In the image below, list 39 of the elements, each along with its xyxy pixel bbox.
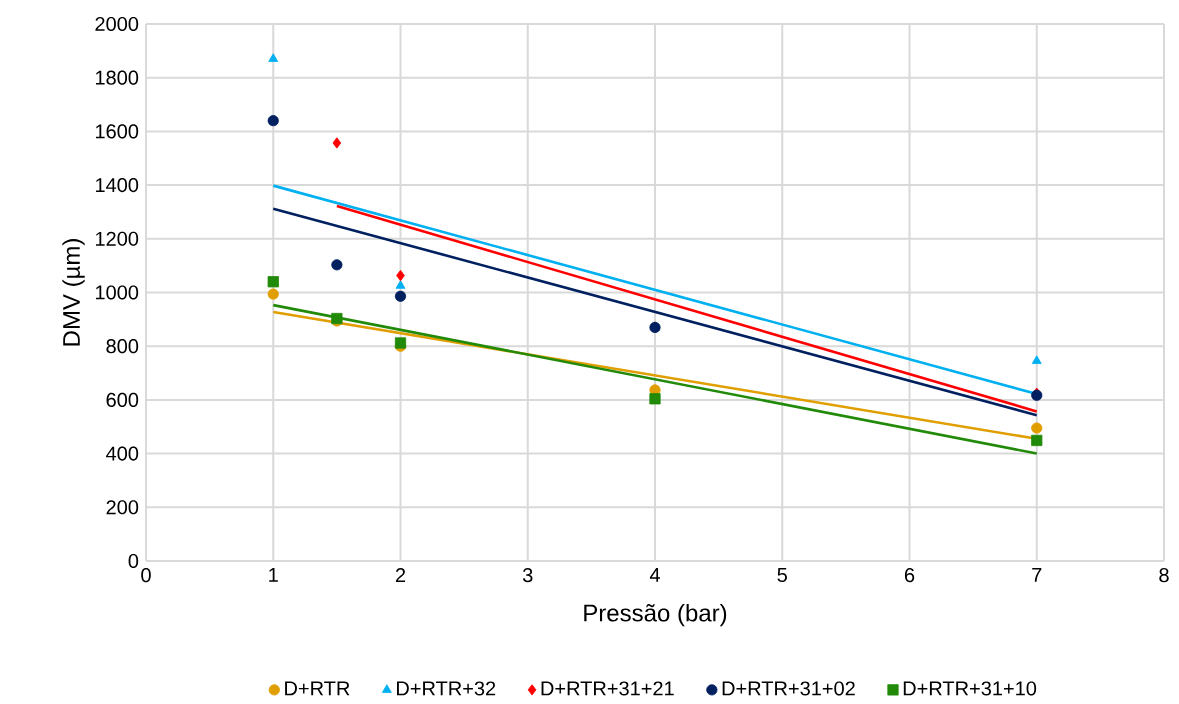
y-tick-label: 400 (106, 446, 139, 461)
legend-label: D+RTR+31+02 (722, 681, 855, 696)
point (1031, 355, 1042, 364)
point (267, 276, 279, 288)
legend-label: D+RTR+31+10 (903, 681, 1037, 696)
point (394, 290, 407, 302)
point (395, 280, 406, 289)
point (1031, 422, 1043, 434)
y-tick-label: 600 (106, 392, 139, 407)
legend-label: D+RTR (285, 681, 350, 696)
x-tick-label: 5 (777, 568, 787, 582)
legend-label: D+RTR+31+21 (541, 681, 674, 696)
point (332, 137, 342, 149)
x-tick-label: 1 (269, 568, 278, 582)
x-tick-label: 3 (522, 568, 533, 583)
point (1031, 434, 1043, 447)
y-tick-label: 1000 (95, 285, 139, 300)
x-axis-title: Pressão (bar) (584, 603, 727, 627)
y-tick-label: 0 (128, 553, 139, 569)
legend-label: D+RTR+32 (397, 681, 496, 696)
x-tick-label: 8 (1159, 568, 1169, 583)
x-tick-label: 4 (649, 568, 660, 582)
y-tick-label: 800 (106, 339, 139, 354)
x-tick-label: 7 (1032, 568, 1042, 582)
point (267, 288, 279, 300)
point (331, 259, 343, 271)
y-tick-label: 1200 (95, 231, 139, 246)
y-axis-title: DMV (µm) (62, 239, 85, 346)
y-tick-label: 1600 (95, 124, 139, 139)
point (649, 393, 661, 405)
point (267, 115, 279, 127)
y-tick-label: 2000 (95, 16, 139, 32)
x-tick-label: 6 (904, 568, 915, 583)
x-tick-label: 2 (395, 568, 406, 583)
y-tick-label: 200 (106, 500, 139, 515)
y-tick-label: 1400 (95, 178, 139, 193)
point (268, 53, 279, 62)
y-tick-label: 1800 (95, 70, 139, 85)
x-tick-label: 0 (141, 568, 151, 583)
